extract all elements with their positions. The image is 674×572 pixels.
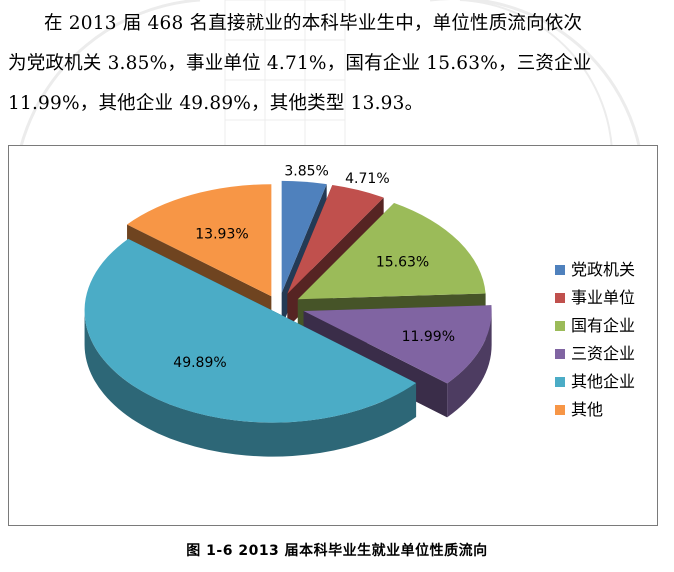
legend-item-party-govt: 党政机关 — [555, 256, 635, 284]
data-label-public-institution: 4.71% — [345, 171, 389, 187]
pie-slice-party-govt — [281, 180, 327, 293]
legend-swatch-other-enterprise — [555, 377, 565, 387]
pie-chart: 3.85% 4.71% 15.63% 11.99% 49.89% 13.93% — [84, 164, 492, 457]
body-paragraph: 在 2013 届 468 名直接就业的本科毕业生中，单位性质流向依次 为党政机关… — [8, 4, 664, 124]
legend-label-public-institution: 事业单位 — [571, 288, 636, 307]
pie-slice-other-enterprise — [84, 238, 417, 423]
legend-swatch-state-owned — [555, 321, 565, 331]
legend-item-other-enterprise: 其他企业 — [555, 368, 635, 396]
legend-label-other-enterprise: 其他企业 — [571, 372, 636, 391]
pie-slice-state-owned — [297, 203, 486, 300]
pie-slice-other — [127, 184, 272, 297]
data-label-other: 13.93% — [195, 226, 248, 242]
legend-swatch-other — [555, 405, 565, 415]
paragraph-line-2: 为党政机关 3.85%，事业单位 4.71%，国有企业 15.63%，三资企业 — [8, 53, 592, 74]
legend-label-state-owned: 国有企业 — [571, 316, 636, 335]
pie-slice-foreign-invested — [303, 305, 492, 384]
paragraph-line-1: 在 2013 届 468 名直接就业的本科毕业生中，单位性质流向依次 — [44, 13, 583, 34]
legend-item-public-institution: 事业单位 — [555, 284, 635, 312]
pie-slice-public-institution — [287, 185, 384, 294]
data-label-foreign-invested: 11.99% — [402, 329, 455, 345]
pie-slice-side-foreign-invested-0 — [447, 310, 492, 418]
pie-chart-frame: 3.85% 4.71% 15.63% 11.99% 49.89% 13.93% 党政机关事… — [8, 145, 658, 526]
legend-item-other: 其他 — [555, 396, 635, 424]
legend-label-foreign-invested: 三资企业 — [571, 344, 636, 363]
paragraph-line-3: 11.99%，其他企业 49.89%，其他类型 13.93。 — [8, 93, 424, 114]
figure-caption: 图 1-6 2013 届本科毕业生就业单位性质流向 — [186, 543, 488, 559]
legend-item-foreign-invested: 三资企业 — [555, 340, 635, 368]
pie-slice-side-other-enterprise-0 — [84, 310, 417, 457]
data-label-state-owned: 15.63% — [376, 255, 429, 271]
data-label-party-govt: 3.85% — [284, 164, 328, 180]
legend-swatch-party-govt — [555, 265, 565, 275]
legend-label-party-govt: 党政机关 — [571, 260, 636, 279]
data-label-other-enterprise: 49.89% — [173, 355, 226, 371]
legend-item-state-owned: 国有企业 — [555, 312, 635, 340]
chart-legend: 党政机关事业单位国有企业三资企业其他企业其他 — [555, 256, 635, 424]
legend-label-other: 其他 — [571, 400, 604, 419]
legend-swatch-foreign-invested — [555, 349, 565, 359]
legend-swatch-public-institution — [555, 293, 565, 303]
